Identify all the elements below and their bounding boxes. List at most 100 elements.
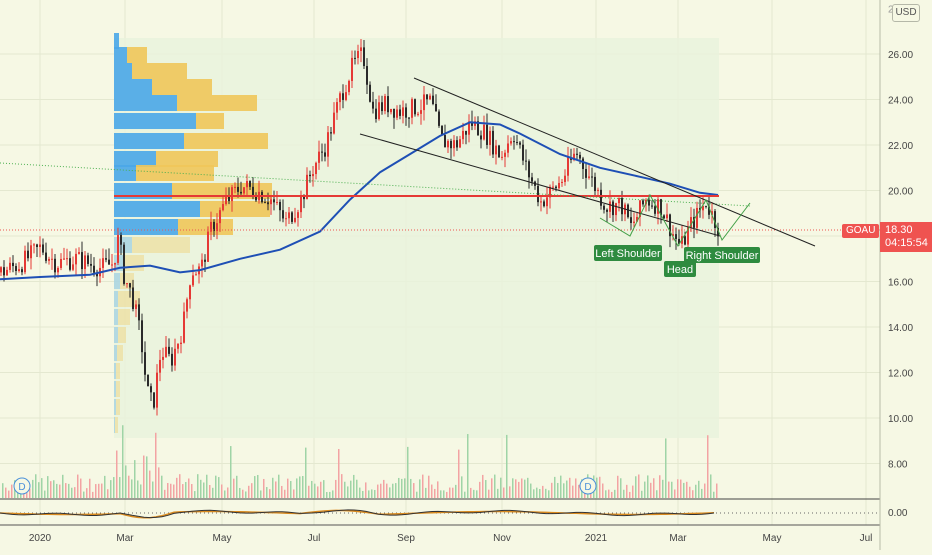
candle-body bbox=[174, 348, 176, 366]
candle-body bbox=[69, 258, 71, 270]
volume-bar bbox=[374, 489, 376, 498]
candle-body bbox=[426, 94, 428, 100]
volume-profile-bar bbox=[114, 291, 118, 307]
volume-bar bbox=[197, 474, 199, 498]
volume-profile-bar bbox=[184, 133, 268, 149]
volume-profile-bar bbox=[118, 309, 130, 325]
volume-bar bbox=[557, 482, 559, 498]
volume-bar bbox=[296, 478, 298, 498]
candle-body bbox=[108, 259, 110, 265]
candle-body bbox=[405, 107, 407, 118]
volume-bar bbox=[314, 483, 316, 498]
price-tick-label: 26.00 bbox=[888, 50, 913, 61]
candle-body bbox=[408, 117, 410, 119]
volume-bar bbox=[266, 487, 268, 498]
candle-body bbox=[300, 196, 302, 213]
volume-bar bbox=[239, 487, 241, 498]
candle-body bbox=[429, 95, 431, 100]
candle-body bbox=[411, 99, 413, 118]
volume-bar bbox=[509, 486, 511, 498]
volume-bar bbox=[566, 480, 568, 498]
moving-average-line bbox=[0, 121, 719, 281]
candle-body bbox=[564, 175, 566, 182]
dividend-marker[interactable]: D bbox=[13, 477, 31, 495]
volume-bar bbox=[56, 483, 58, 498]
price-tick-label: 0.00 bbox=[888, 508, 908, 519]
candle-body bbox=[396, 109, 398, 118]
volume-bar bbox=[41, 478, 43, 498]
candle-body bbox=[51, 258, 53, 260]
candle-body bbox=[696, 207, 698, 228]
volume-bar bbox=[188, 478, 190, 498]
volume-bar bbox=[245, 491, 247, 498]
right-shoulder-label[interactable]: Right Shoulder bbox=[684, 247, 760, 263]
candle-body bbox=[702, 205, 704, 211]
candle-body bbox=[546, 197, 548, 207]
volume-bar bbox=[137, 480, 139, 498]
candle-body bbox=[168, 346, 170, 354]
candle-body bbox=[222, 204, 224, 211]
candle-body bbox=[279, 201, 281, 211]
candle-body bbox=[285, 218, 287, 220]
channel-lower-line[interactable] bbox=[359, 133, 721, 237]
volume-bar bbox=[641, 490, 643, 498]
candle-body bbox=[438, 111, 440, 126]
candle-body bbox=[402, 107, 404, 116]
candle-body bbox=[96, 272, 98, 277]
candle-body bbox=[312, 174, 314, 177]
volume-bar bbox=[488, 489, 490, 498]
candle-body bbox=[135, 304, 137, 309]
volume-bar bbox=[614, 489, 616, 498]
price-axis[interactable]: 26.0024.0022.0020.0018.0016.0014.0012.00… bbox=[888, 5, 913, 520]
volume-bar bbox=[677, 479, 679, 498]
volume-bar bbox=[410, 478, 412, 498]
candle-body bbox=[156, 372, 158, 408]
volume-bar bbox=[647, 475, 649, 498]
left-shoulder-label[interactable]: Left Shoulder bbox=[594, 245, 662, 261]
pattern-projection[interactable] bbox=[599, 193, 751, 247]
head-label[interactable]: Head bbox=[664, 261, 696, 277]
candle-body bbox=[558, 182, 560, 189]
volume-bar bbox=[50, 481, 52, 498]
volume-profile-bar bbox=[114, 327, 118, 343]
candle-body bbox=[234, 186, 236, 188]
currency-badge[interactable]: USD bbox=[892, 4, 920, 22]
candle-body bbox=[354, 57, 356, 59]
dividend-marker[interactable]: D bbox=[579, 477, 597, 495]
candle-body bbox=[90, 263, 92, 266]
candle-body bbox=[618, 198, 620, 204]
candle-body bbox=[708, 206, 710, 215]
candle-body bbox=[12, 262, 14, 267]
candle-body bbox=[666, 214, 668, 219]
time-tick-label: Mar bbox=[669, 533, 687, 544]
volume-bar bbox=[656, 490, 658, 498]
candle-body bbox=[102, 258, 104, 268]
volume-bar bbox=[386, 483, 388, 498]
volume-bar bbox=[632, 485, 634, 498]
volume-bar bbox=[203, 482, 205, 498]
volume-bar bbox=[185, 482, 187, 498]
candle-body bbox=[48, 258, 50, 261]
volume-bar bbox=[623, 489, 625, 498]
candle-body bbox=[219, 210, 221, 224]
channel-upper-line[interactable] bbox=[413, 77, 816, 247]
volume-profile-bar bbox=[124, 255, 144, 271]
volume-bar bbox=[272, 477, 274, 498]
candle-body bbox=[345, 92, 347, 100]
candle-body bbox=[612, 201, 614, 216]
volume-bar bbox=[215, 475, 217, 498]
candle-body bbox=[225, 196, 227, 205]
candle-body bbox=[615, 203, 617, 216]
volume-profile-bar bbox=[116, 363, 120, 379]
volume-bar bbox=[443, 490, 445, 498]
candle-body bbox=[183, 311, 185, 343]
volume-bar bbox=[560, 475, 562, 498]
candle-body bbox=[240, 191, 242, 194]
candle-body bbox=[453, 140, 455, 149]
oscillator-pane bbox=[0, 498, 880, 519]
volume-bar bbox=[83, 491, 85, 498]
volume-bar bbox=[524, 479, 526, 498]
time-axis[interactable]: 2020 Mar May Jul Sep Nov 2021 Mar May Jul bbox=[29, 533, 873, 544]
